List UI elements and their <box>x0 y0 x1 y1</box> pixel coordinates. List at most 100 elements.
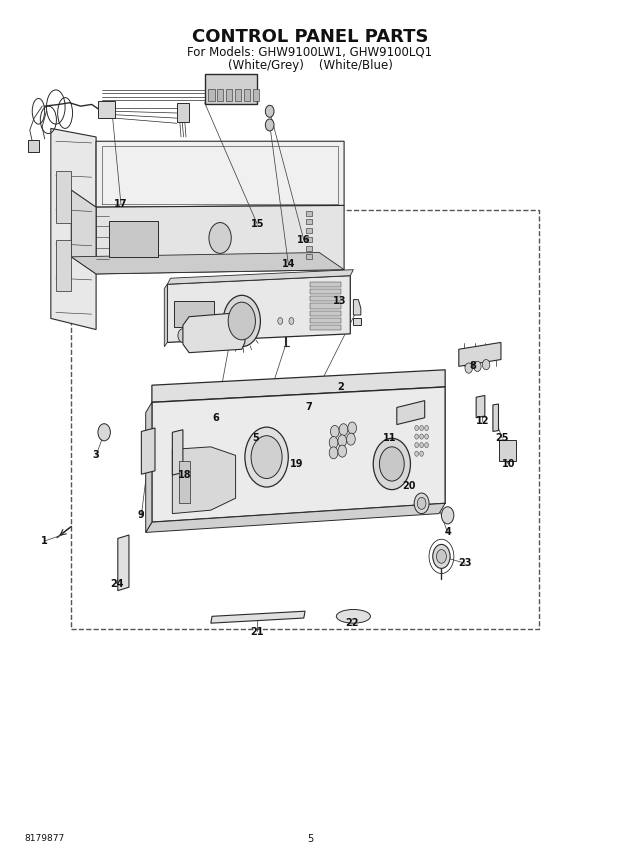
Circle shape <box>415 434 419 439</box>
Bar <box>499 440 516 461</box>
Bar <box>310 296 341 301</box>
Circle shape <box>433 544 450 568</box>
Polygon shape <box>96 205 344 274</box>
Circle shape <box>278 318 283 324</box>
Circle shape <box>425 443 428 448</box>
Polygon shape <box>152 387 445 522</box>
Circle shape <box>348 422 356 434</box>
Polygon shape <box>167 270 353 284</box>
Text: 10: 10 <box>502 459 515 469</box>
Circle shape <box>379 447 404 481</box>
Circle shape <box>436 550 446 563</box>
Polygon shape <box>152 370 445 402</box>
Text: 5: 5 <box>307 834 313 844</box>
Bar <box>174 301 214 327</box>
Circle shape <box>98 424 110 441</box>
Polygon shape <box>459 342 501 366</box>
Bar <box>310 289 341 294</box>
Circle shape <box>329 447 338 459</box>
Text: 24: 24 <box>110 579 123 589</box>
Circle shape <box>330 425 339 437</box>
Polygon shape <box>167 276 350 342</box>
Circle shape <box>329 437 338 449</box>
Polygon shape <box>183 312 245 353</box>
Polygon shape <box>397 401 425 425</box>
Bar <box>306 246 312 251</box>
Polygon shape <box>172 430 183 475</box>
Circle shape <box>338 445 347 457</box>
Bar <box>56 171 71 223</box>
Circle shape <box>425 425 428 431</box>
Circle shape <box>347 433 355 445</box>
Bar <box>226 89 232 101</box>
Circle shape <box>223 295 260 347</box>
Text: 6: 6 <box>213 413 219 423</box>
Polygon shape <box>211 611 305 623</box>
Polygon shape <box>353 318 361 325</box>
Text: 19: 19 <box>290 459 303 469</box>
Circle shape <box>245 427 288 487</box>
Bar <box>208 89 215 101</box>
Text: 16: 16 <box>297 235 311 245</box>
Text: 18: 18 <box>178 470 192 480</box>
Polygon shape <box>493 404 498 431</box>
Circle shape <box>415 451 419 456</box>
Bar <box>253 89 259 101</box>
Circle shape <box>420 451 423 456</box>
Bar <box>306 211 312 216</box>
Text: 8179877: 8179877 <box>25 835 65 843</box>
Text: 9: 9 <box>138 510 144 520</box>
Text: CONTROL PANEL PARTS: CONTROL PANEL PARTS <box>192 27 428 46</box>
Circle shape <box>228 302 255 340</box>
Text: 20: 20 <box>402 481 416 491</box>
Polygon shape <box>164 284 167 347</box>
Text: 5: 5 <box>252 433 259 443</box>
Circle shape <box>415 443 419 448</box>
Text: For Models: GHW9100LW1, GHW9100LQ1: For Models: GHW9100LW1, GHW9100LQ1 <box>187 45 433 59</box>
Text: 22: 22 <box>345 618 359 628</box>
Text: 3: 3 <box>93 450 99 461</box>
Circle shape <box>420 434 423 439</box>
Polygon shape <box>353 300 361 315</box>
Polygon shape <box>141 428 155 474</box>
Polygon shape <box>146 503 445 532</box>
Text: 12: 12 <box>476 416 489 426</box>
Circle shape <box>209 223 231 253</box>
Circle shape <box>338 435 347 447</box>
Bar <box>310 325 341 330</box>
Circle shape <box>265 105 274 117</box>
Text: 25: 25 <box>495 433 509 443</box>
Circle shape <box>414 493 429 514</box>
Circle shape <box>373 438 410 490</box>
Polygon shape <box>96 141 344 207</box>
Circle shape <box>441 507 454 524</box>
Circle shape <box>482 360 490 370</box>
Text: (White/Grey)    (White/Blue): (White/Grey) (White/Blue) <box>228 58 392 72</box>
Bar <box>177 103 189 122</box>
Text: 23: 23 <box>458 558 472 568</box>
Bar <box>56 240 71 291</box>
Text: 4: 4 <box>445 527 451 538</box>
Bar <box>310 282 341 287</box>
Circle shape <box>420 443 423 448</box>
Text: 21: 21 <box>250 627 264 637</box>
Bar <box>310 311 341 316</box>
Bar <box>108 221 158 257</box>
Circle shape <box>417 497 426 509</box>
Circle shape <box>425 434 428 439</box>
Circle shape <box>415 425 419 431</box>
Polygon shape <box>71 253 344 274</box>
Ellipse shape <box>336 609 371 623</box>
Bar <box>205 74 257 104</box>
Polygon shape <box>51 128 96 330</box>
Bar <box>179 461 190 503</box>
Polygon shape <box>146 402 152 532</box>
Text: 14: 14 <box>281 259 295 269</box>
Bar <box>306 237 312 242</box>
Bar <box>244 89 250 101</box>
Text: 8: 8 <box>469 361 476 372</box>
Bar <box>310 304 341 309</box>
Text: 17: 17 <box>114 199 128 209</box>
Circle shape <box>265 119 274 131</box>
Polygon shape <box>476 395 485 418</box>
